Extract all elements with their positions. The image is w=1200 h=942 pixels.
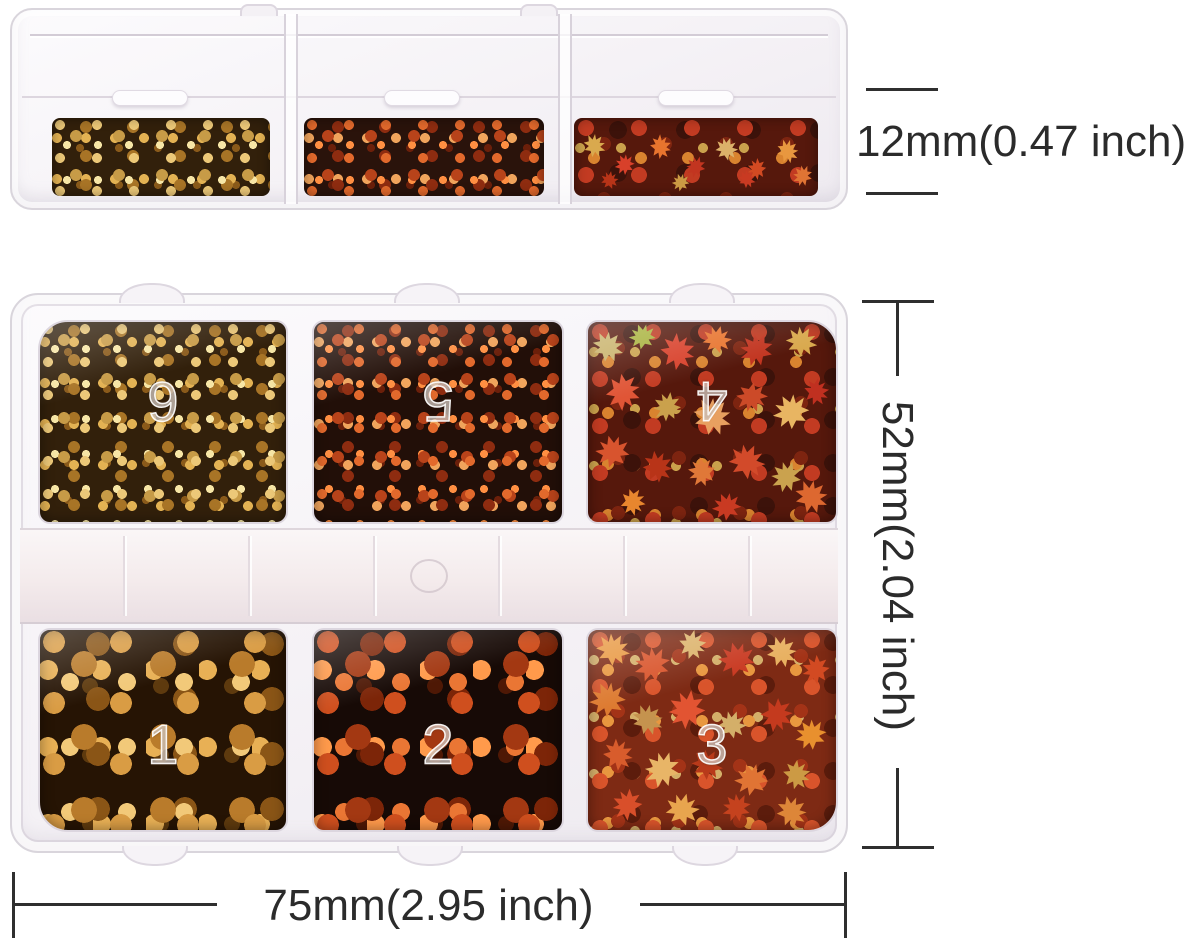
hinge-strip (20, 528, 838, 624)
dimension-cap (862, 300, 934, 303)
compartment-number: 1 (147, 712, 180, 777)
hinge-seam (498, 536, 500, 616)
latch-tab (397, 846, 463, 866)
latch-tab (672, 846, 738, 866)
lid-tab (240, 4, 278, 16)
compartment-2: 2 (312, 628, 564, 832)
compartment-1: 1 (38, 628, 288, 832)
box-side-view (10, 4, 848, 210)
lid-seam (30, 34, 828, 36)
dimension-width-label: 75mm(2.95 inch) (263, 881, 594, 930)
maple-leaf-icon (580, 128, 816, 194)
compartment-number: 4 (696, 370, 729, 435)
hinge-seam (248, 536, 250, 616)
dimension-cap (862, 846, 934, 849)
compartment-number: 6 (147, 370, 180, 435)
dimension-cap (844, 872, 847, 938)
dimension-line (12, 903, 217, 906)
dimension-line (896, 768, 899, 848)
dimension-tick (866, 88, 938, 91)
latch-tab (394, 283, 460, 303)
compartment-3: 3 (586, 628, 838, 832)
glitter-strip-leaves (574, 118, 818, 196)
glitter-strip-gold (52, 118, 270, 196)
hinge-seam (623, 536, 625, 616)
latch-tab (122, 846, 188, 866)
dimension-height-label: 12mm(0.47 inch) (856, 117, 1187, 166)
compartment-number: 3 (696, 712, 729, 777)
dimension-side-label: 52mm(2.04 inch) (873, 400, 922, 732)
compartment-6: 6 (38, 320, 288, 524)
dimension-tick (866, 192, 938, 195)
compartment-divider (284, 14, 298, 204)
hinge-seam (748, 536, 750, 616)
compartment-divider (558, 14, 572, 204)
compartment-4: 4 (586, 320, 838, 524)
hinge-seam (373, 536, 375, 616)
latch-tab (119, 283, 185, 303)
latch-tab (669, 283, 735, 303)
latch-clasp (658, 90, 734, 106)
lid-tab (520, 4, 558, 16)
dimension-line (640, 903, 845, 906)
hinge-seam (123, 536, 125, 616)
compartment-5: 5 (312, 320, 564, 524)
latch-clasp (112, 90, 188, 106)
box-top-view: 6 5 (10, 283, 848, 866)
glitter-strip-orange (304, 118, 544, 196)
hinge-pin (410, 559, 448, 593)
compartment-number: 5 (422, 370, 455, 435)
latch-clasp (384, 90, 460, 106)
compartment-number: 2 (422, 712, 455, 777)
dimension-line (896, 302, 899, 376)
